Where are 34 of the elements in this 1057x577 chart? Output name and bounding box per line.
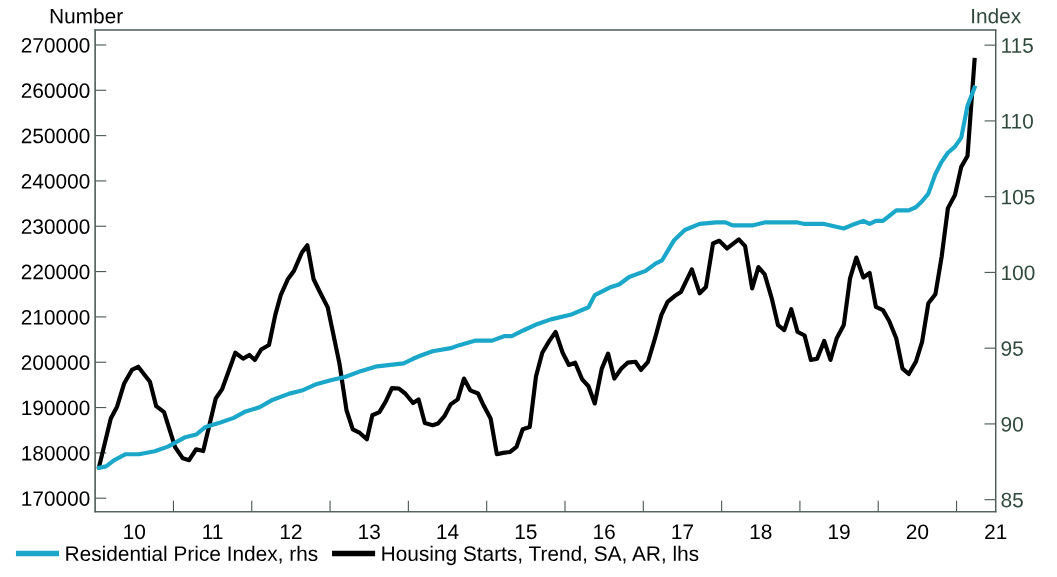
y-tick-label: 250000 <box>21 128 90 144</box>
y-tick-label: 240000 <box>21 173 90 189</box>
legend-label: Housing Starts, Trend, SA, AR, lhs <box>382 545 699 566</box>
y-tick-label: 180000 <box>22 445 90 461</box>
x-tick-label: 11 <box>203 524 223 539</box>
x-tick-label: 12 <box>280 524 302 539</box>
y-tick-label: 230000 <box>21 219 90 235</box>
x-tick-label: 21 <box>985 524 1007 539</box>
x-tick-label: 15 <box>515 524 537 540</box>
y2-axis-title: Index <box>972 8 1021 24</box>
x-tick-label: 19 <box>829 524 850 540</box>
y2-tick-label: 110 <box>1002 113 1033 129</box>
legend-label: Residential Price Index, rhs <box>66 545 318 564</box>
y2-tick-label: 100 <box>1002 265 1035 281</box>
y2-tick-label: 85 <box>1001 492 1023 508</box>
y-tick-label: 270000 <box>21 37 90 53</box>
y-tick-label: 200000 <box>21 355 90 370</box>
x-tick-label: 16 <box>594 524 615 540</box>
x-tick-label: 17 <box>672 524 693 539</box>
y-tick-label: 170000 <box>22 491 90 506</box>
x-tick-label: 10 <box>124 524 146 540</box>
y-tick-label: 190000 <box>22 400 90 416</box>
y2-tick-label: 115 <box>1002 38 1033 53</box>
x-tick-label: 18 <box>750 524 772 540</box>
y2-tick-label: 105 <box>1002 189 1035 205</box>
y-tick-label: 260000 <box>21 83 90 99</box>
y-tick-label: 220000 <box>21 264 90 280</box>
y2-tick-label: 95 <box>1001 341 1023 356</box>
y-axis-title: Number <box>50 8 123 24</box>
x-tick-label: 20 <box>906 524 929 540</box>
y2-tick-label: 90 <box>1001 416 1023 432</box>
x-tick-label: 13 <box>359 524 380 540</box>
x-tick-label: 14 <box>437 524 459 539</box>
y-tick-label: 210000 <box>21 309 90 325</box>
